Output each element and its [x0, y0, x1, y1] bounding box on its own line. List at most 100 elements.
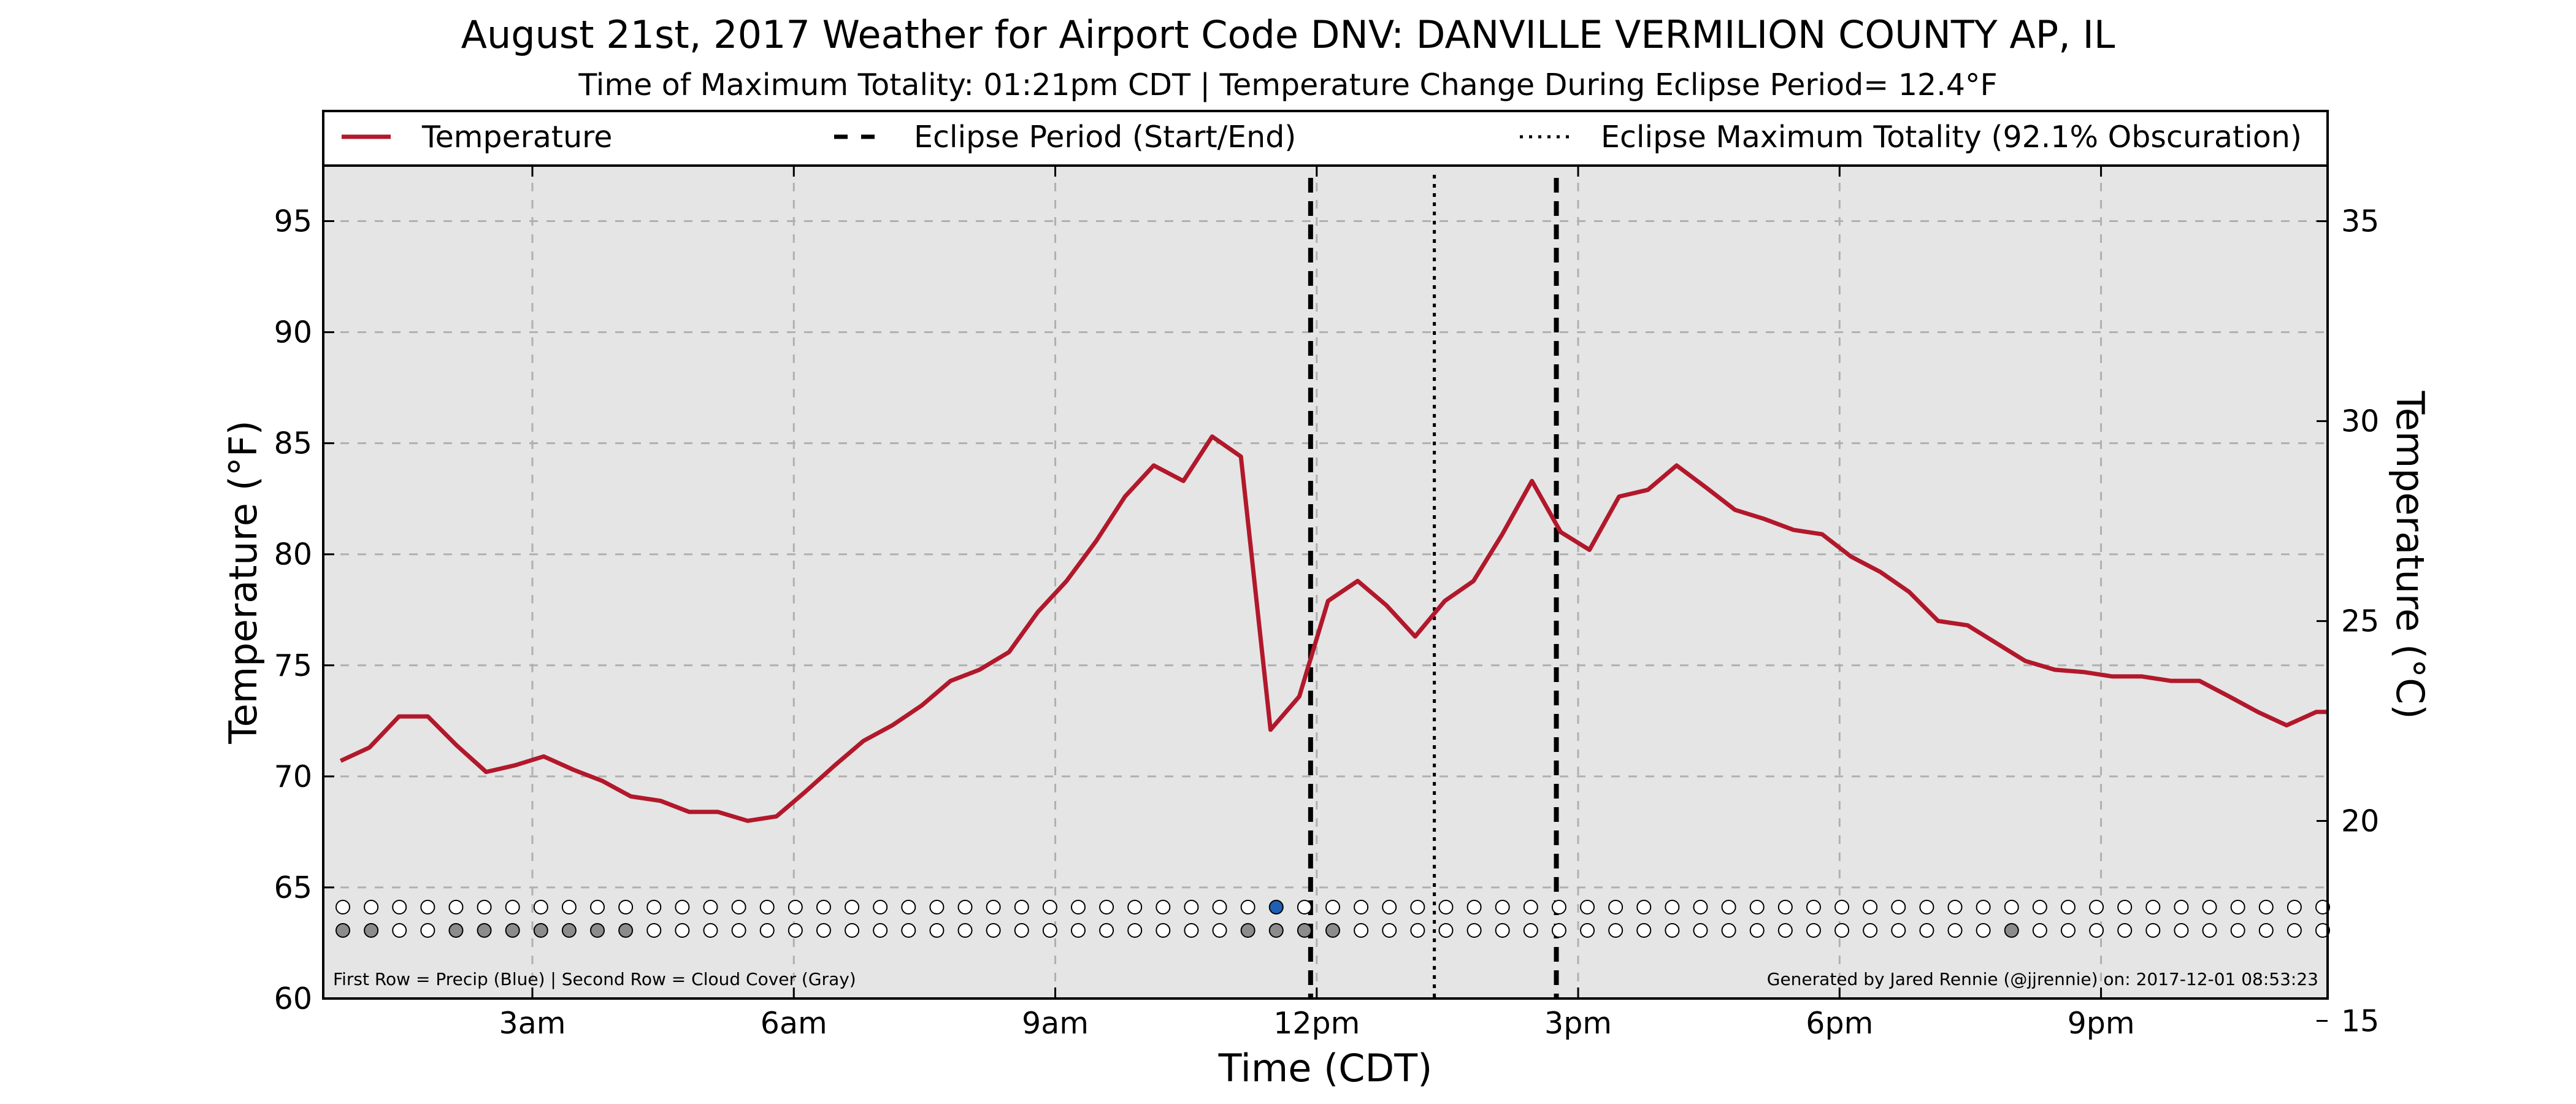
precip-marker: [1976, 900, 1991, 914]
precip-marker: [1438, 900, 1454, 914]
precip-marker: [1268, 900, 1284, 914]
cloud-marker: [2032, 923, 2047, 938]
cloud-marker: [1240, 923, 1255, 938]
precip-marker: [1042, 900, 1057, 914]
y-tick-label-right: 15: [2341, 1004, 2379, 1039]
plot-area: [323, 166, 2328, 999]
cloud-marker: [1070, 923, 1086, 938]
precip-marker: [392, 900, 407, 914]
cloud-marker: [1042, 923, 1057, 938]
legend-eclipse-period-label: Eclipse Period (Start/End): [914, 120, 1296, 155]
precip-marker: [703, 900, 718, 914]
legend-box: [322, 110, 2329, 167]
y-tick-label-right: 30: [2341, 404, 2379, 439]
cloud-marker: [816, 923, 831, 938]
cloud-marker: [1099, 923, 1114, 938]
precip-marker: [2174, 900, 2189, 914]
precip-marker: [1834, 900, 1850, 914]
precip-marker: [420, 900, 435, 914]
cloud-marker: [703, 923, 718, 938]
precip-marker: [873, 900, 888, 914]
precip-marker: [1099, 900, 1114, 914]
cloud-marker: [1438, 923, 1454, 938]
cloud-marker: [590, 923, 605, 938]
precip-marker: [646, 900, 662, 914]
legend-temperature-label: Temperature: [421, 120, 612, 155]
precip-marker: [1551, 900, 1566, 914]
chart-subtitle: Time of Maximum Totality: 01:21pm CDT | …: [578, 67, 1997, 102]
precip-marker: [448, 900, 464, 914]
cloud-marker: [1014, 923, 1029, 938]
cloud-marker: [1354, 923, 1369, 938]
precip-marker: [957, 900, 973, 914]
precip-marker: [1240, 900, 1255, 914]
x-tick-label: 3pm: [1544, 1006, 1612, 1041]
cloud-marker: [2117, 923, 2133, 938]
y-tick-label-right: 25: [2341, 604, 2379, 639]
cloud-marker: [1523, 923, 1538, 938]
y-tick-label-left: 90: [274, 315, 312, 350]
cloud-marker: [1212, 923, 1227, 938]
precip-marker: [1070, 900, 1086, 914]
cloud-marker: [1608, 923, 1623, 938]
cloud-marker: [675, 923, 690, 938]
precip-marker: [335, 900, 350, 914]
y-tick-label-left: 85: [274, 426, 312, 461]
y-tick-label-right: 20: [2341, 804, 2379, 839]
cloud-marker: [1127, 923, 1143, 938]
precip-marker: [1523, 900, 1538, 914]
x-tick-label: 3am: [499, 1006, 566, 1041]
legend-eclipse-max-label: Eclipse Maximum Totality (92.1% Obscurat…: [1601, 120, 2302, 155]
precip-marker: [2004, 900, 2019, 914]
cloud-marker: [873, 923, 888, 938]
cloud-marker: [2315, 923, 2330, 938]
cloud-marker: [1721, 923, 1736, 938]
precip-marker: [1806, 900, 1821, 914]
cloud-marker: [1636, 923, 1652, 938]
cloud-marker: [1693, 923, 1708, 938]
cloud-marker: [364, 923, 379, 938]
cloud-marker: [731, 923, 746, 938]
cloud-marker: [2174, 923, 2189, 938]
cloud-marker: [505, 923, 520, 938]
precip-marker: [1325, 900, 1340, 914]
cloud-marker: [901, 923, 916, 938]
precip-marker: [1777, 900, 1793, 914]
cloud-marker: [1863, 923, 1878, 938]
cloud-marker: [1947, 923, 1963, 938]
precip-marker: [929, 900, 945, 914]
y-tick-label-left: 70: [274, 759, 312, 794]
precip-marker: [901, 900, 916, 914]
precip-marker: [2089, 900, 2104, 914]
y-tick-label-right: 35: [2341, 204, 2379, 239]
cloud-marker: [1834, 923, 1850, 938]
x-tick-label: 9pm: [2068, 1006, 2135, 1041]
precip-marker: [1297, 900, 1312, 914]
y-tick-label-left: 60: [274, 981, 312, 1016]
precip-marker: [2287, 900, 2302, 914]
precip-marker: [2060, 900, 2076, 914]
cloud-marker: [448, 923, 464, 938]
precip-marker: [1127, 900, 1143, 914]
precip-marker: [1636, 900, 1652, 914]
precip-marker: [533, 900, 548, 914]
cloud-marker: [1156, 923, 1171, 938]
y-axis-label-left: Temperature (°F): [221, 420, 266, 744]
precip-marker: [1495, 900, 1510, 914]
cloud-marker: [1297, 923, 1312, 938]
cloud-marker: [420, 923, 435, 938]
cloud-marker: [1466, 923, 1482, 938]
cloud-marker: [1806, 923, 1821, 938]
cloud-marker: [1777, 923, 1793, 938]
x-tick-label: 9am: [1022, 1006, 1089, 1041]
chart-title: August 21st, 2017 Weather for Airport Co…: [461, 12, 2115, 57]
precip-marker: [1947, 900, 1963, 914]
precip-marker: [1156, 900, 1171, 914]
precip-marker: [561, 900, 577, 914]
precip-marker: [2230, 900, 2245, 914]
precip-marker: [845, 900, 860, 914]
precip-marker: [1721, 900, 1736, 914]
cloud-marker: [2202, 923, 2217, 938]
precip-marker: [1382, 900, 1397, 914]
